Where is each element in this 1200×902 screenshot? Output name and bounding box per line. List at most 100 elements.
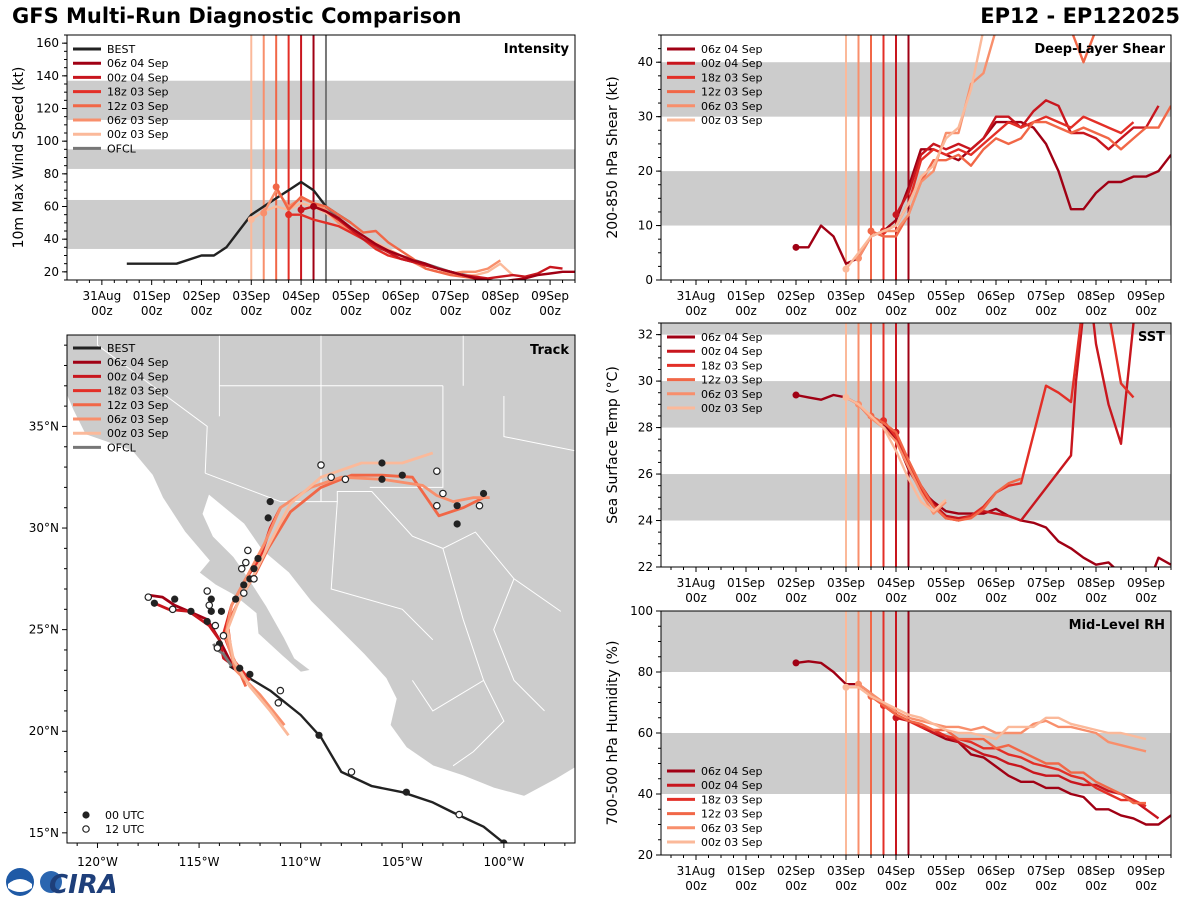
rh-band: [661, 611, 1171, 672]
shear-xtick-label: 00z: [985, 304, 1007, 318]
rh-legend-entry: 06z 03 Sep: [701, 822, 763, 835]
sst-xtick-label: 00z: [685, 591, 707, 605]
track-xtick-label: 120°W: [77, 855, 118, 869]
shear-xtick-label: 31Aug: [677, 289, 716, 303]
state-border: [205, 472, 562, 612]
intensity-plot-area: [67, 35, 575, 280]
track-legend-entry: 06z 04 Sep: [107, 356, 169, 369]
track-legend-entry: 00z 03 Sep: [107, 427, 169, 440]
track-marker-00utc: [500, 839, 508, 843]
shear-xtick-label: 00z: [735, 304, 757, 318]
intensity-xtick-label: 08Sep: [481, 289, 519, 303]
track-ytick-label: 15°N: [29, 826, 59, 840]
intensity-ytick-label: 20: [44, 265, 59, 279]
track-xtick-label: 105°W: [382, 855, 423, 869]
rh-legend-entry: 00z 03 Sep: [701, 836, 763, 849]
sst-xtick-label: 00z: [1035, 591, 1057, 605]
shear-series-line: [883, 115, 1135, 233]
track-line: [153, 601, 241, 672]
shear-legend-entry: 00z 04 Sep: [701, 57, 763, 70]
rh-ytick-label: 60: [638, 726, 653, 740]
track-marker-12utc: [475, 501, 484, 510]
shear-xtick-label: 00z: [1135, 304, 1157, 318]
shear-xtick-label: 07Sep: [1027, 289, 1065, 303]
intensity-legend-entry: OFCL: [107, 142, 137, 155]
intensity-xtick-label: 03Sep: [232, 289, 270, 303]
state-border: [452, 680, 505, 767]
track-marker-00utc: [240, 581, 248, 589]
shear-ytick-label: 30: [638, 110, 653, 124]
intensity-xtick-label: 00z: [390, 304, 412, 318]
track-marker-12utc: [327, 473, 335, 482]
marker-legend-00utc-icon: [82, 811, 90, 819]
intensity-xtick-label: 02Sep: [183, 289, 221, 303]
intensity-xtick-label: 00z: [191, 304, 213, 318]
sst-ytick-label: 30: [638, 374, 653, 388]
intensity-series-line: [313, 205, 575, 280]
track-ytick-label: 30°N: [29, 521, 59, 535]
sst-init-marker: [792, 391, 800, 399]
rh-init-marker: [792, 659, 800, 667]
track-marker-00utc: [236, 664, 244, 672]
track-ytick-label: 35°N: [29, 419, 59, 433]
shear-band: [661, 62, 1171, 117]
sst-legend-entry: 00z 04 Sep: [701, 345, 763, 358]
track-legend-entry: 12z 03 Sep: [107, 399, 169, 412]
rh-xtick-label: 06Sep: [977, 864, 1015, 878]
rh-xtick-label: 05Sep: [927, 864, 965, 878]
sst-xtick-label: 00z: [785, 591, 807, 605]
shear-legend-entry: 00z 03 Sep: [701, 114, 763, 127]
rh-ytick-label: 20: [638, 848, 653, 862]
intensity-init-marker: [310, 203, 318, 210]
sst-xtick-label: 07Sep: [1027, 576, 1065, 590]
intensity-ytick-label: 140: [36, 69, 59, 83]
intensity-xtick-label: 07Sep: [432, 289, 470, 303]
track-panel: 120°W 115°W 110°W 105°W 100°W 15°N 20°N 25°N 30°…: [29, 334, 576, 869]
state-border: [97, 335, 208, 474]
intensity-xtick-label: 05Sep: [332, 289, 370, 303]
track-marker-00utc: [453, 520, 461, 528]
track-marker-00utc: [207, 595, 215, 603]
track-marker-00utc: [150, 599, 158, 607]
track-line: [226, 451, 434, 737]
cira-globe-icon: [40, 871, 62, 893]
track-marker-00utc: [266, 498, 274, 506]
track-marker-12utc: [439, 489, 447, 498]
rh-ytick-label: 40: [638, 787, 653, 801]
track-marker-12utc: [213, 644, 222, 652]
shear-xtick-label: 02Sep: [777, 289, 815, 303]
rh-xtick-label: 04Sep: [877, 864, 915, 878]
track-marker-00utc: [254, 554, 262, 563]
sst-xtick-label: 31Aug: [677, 576, 716, 590]
sst-xtick-label: 02Sep: [777, 576, 815, 590]
track-marker-12utc: [317, 461, 325, 469]
track-legend-entry: BEST: [107, 342, 135, 355]
intensity-init-marker: [297, 206, 305, 214]
intensity-band: [67, 80, 575, 120]
shear-xtick-label: 06Sep: [977, 289, 1015, 303]
intensity-series-line: [126, 180, 352, 265]
rh-xtick-label: 00z: [735, 879, 757, 893]
sst-legend-entry: 12z 03 Sep: [701, 374, 763, 387]
track-marker-00utc: [398, 471, 406, 479]
rh-xtick-label: 00z: [685, 879, 707, 893]
state-border: [369, 385, 444, 488]
rh-xtick-label: 02Sep: [777, 864, 815, 878]
rh-xtick-label: 07Sep: [1027, 864, 1065, 878]
track-marker-00utc: [402, 788, 410, 796]
sst-series-line: [845, 396, 947, 513]
shear-xtick-label: 00z: [935, 304, 957, 318]
sst-panel-label: SST: [1138, 330, 1165, 345]
intensity-ytick-label: 40: [44, 232, 59, 246]
sst-xtick-label: 00z: [1135, 591, 1157, 605]
track-marker-00utc: [171, 595, 179, 603]
shear-xtick-label: 05Sep: [927, 289, 965, 303]
track-marker-00utc: [207, 607, 215, 615]
rh-ytick-label: 80: [638, 665, 653, 679]
intensity-xtick-label: 06Sep: [382, 289, 420, 303]
intensity-xtick-label: 00z: [440, 304, 462, 318]
track-legend-entry: 00z 04 Sep: [107, 370, 169, 383]
shear-legend-entry: 18z 03 Sep: [701, 71, 763, 84]
intensity-xtick-label: 00z: [91, 304, 113, 318]
